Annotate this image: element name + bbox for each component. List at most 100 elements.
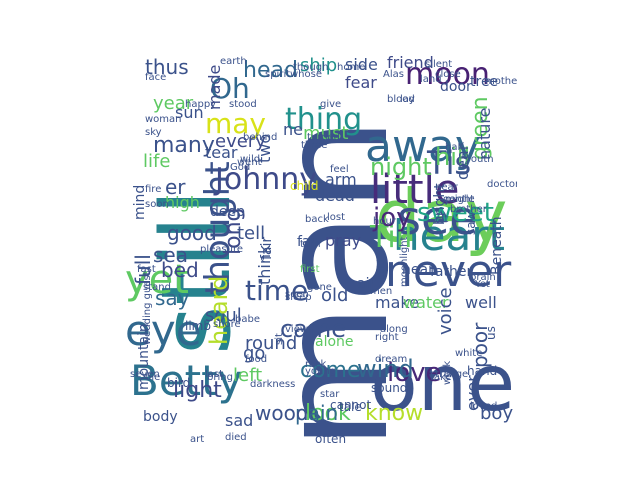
cloud-word: Alas (383, 69, 404, 80)
cloud-word: alone (315, 334, 354, 350)
cloud-word: men (370, 286, 393, 297)
cloud-word: doctor (487, 179, 517, 190)
cloud-word: woman (145, 114, 182, 125)
cloud-word: thing (285, 102, 363, 137)
cloud-word: cold (376, 259, 387, 280)
cloud-word: sad (225, 411, 254, 430)
cloud-word: hand (467, 364, 498, 378)
cloud-word: spirit (265, 69, 291, 80)
cloud-word: stand (143, 282, 171, 293)
cloud-word: say (155, 286, 190, 310)
cloud-word: must (303, 123, 349, 144)
cloud-word: feel (330, 164, 349, 175)
cloud-word: earth (220, 56, 247, 67)
cloud-word: bird (167, 376, 191, 390)
cloud-word: face (145, 72, 167, 83)
cloud-word: seven (130, 369, 160, 380)
cloud-word: lay (400, 94, 415, 105)
cloud-word: pray (325, 231, 362, 250)
cloud-word: though (293, 62, 329, 73)
cloud-word: die (145, 372, 161, 383)
cloud-word: night (370, 153, 432, 181)
cloud-word: food (245, 354, 268, 365)
cloud-word: sound (371, 381, 408, 395)
cloud-word: father (430, 264, 473, 280)
cloud-word: often (315, 432, 347, 446)
cloud-word: know (365, 401, 424, 426)
cloud-word: us (484, 326, 498, 340)
cloud-word: joy (373, 203, 412, 233)
cloud-word: rock (305, 359, 327, 370)
cloud-word: darkness (250, 379, 296, 390)
cloud-word: year (153, 93, 194, 114)
cloud-word: God (230, 162, 251, 173)
cloud-word: dream (375, 354, 408, 365)
cloud-word: boy (480, 403, 514, 424)
cloud-word: happy (185, 99, 217, 110)
cloud-word: dead (315, 186, 355, 205)
cloud-word: moon (405, 57, 490, 92)
cloud-word: fear (345, 73, 377, 92)
cloud-word: give (320, 99, 342, 110)
cloud-word: high (165, 193, 200, 212)
cloud-word: young (305, 366, 337, 377)
cloud-word: round (245, 333, 298, 354)
cloud-word: side (345, 55, 378, 74)
cloud-word: air (357, 276, 376, 292)
cloud-word: tear (205, 143, 238, 162)
cloud-word: mother (485, 76, 517, 87)
cloud-word: fire (145, 184, 162, 195)
cloud-word: oft (435, 214, 449, 225)
cloud-word: door (440, 79, 472, 95)
cloud-word: day (375, 174, 508, 258)
cloud-word: silent (425, 59, 453, 70)
cloud-word: gentle (443, 194, 475, 205)
cloud-word: wind (357, 355, 414, 383)
cloud-word: Yet (475, 279, 490, 290)
cloud-word: star (320, 389, 340, 400)
cloud-word: art (190, 434, 205, 445)
cloud-word: water (403, 293, 449, 312)
cloud-word: tree (470, 74, 499, 90)
cloud-word: away (365, 121, 481, 172)
cloud-word: close (435, 69, 461, 80)
cloud-word: came (280, 315, 347, 343)
cloud-word: ne (283, 120, 303, 139)
cloud-word: heart (393, 211, 505, 260)
cloud-word: along (380, 324, 408, 335)
cloud-word: shore (213, 319, 241, 330)
cloud-word: Johnny (215, 162, 317, 197)
cloud-word: well (465, 293, 497, 312)
cloud-word: eye (125, 306, 202, 355)
cloud-word: behind (243, 132, 278, 143)
cloud-word: thus (145, 55, 189, 79)
cloud-word: gone (307, 282, 332, 293)
cloud-word: child (290, 179, 319, 193)
cloud-word: hill (435, 143, 471, 171)
cloud-word: head (243, 58, 298, 83)
cloud-word: deep (210, 204, 245, 220)
cloud-word: pleasure (200, 244, 243, 255)
cloud-word: turn (300, 239, 321, 250)
cloud-word: fair (259, 236, 275, 260)
cloud-word: lost (327, 212, 346, 223)
cloud-word: bed (161, 258, 199, 282)
cloud-word: back (305, 214, 329, 225)
cloud-word: tell (237, 223, 266, 244)
cloud-word: come (300, 358, 361, 383)
cloud-word: fast (137, 264, 156, 275)
cloud-word: home (337, 62, 366, 73)
cloud-word: arm (325, 170, 357, 189)
cloud-word: half (445, 142, 464, 153)
cloud-word: wild (240, 154, 261, 165)
cloud-word: see (397, 191, 478, 245)
cloud-word: love (387, 358, 442, 388)
cloud-word: brother (450, 204, 487, 215)
cloud-word: three (301, 140, 328, 151)
cloud-word: take (430, 372, 452, 383)
cloud-word: voice (435, 287, 456, 335)
cloud-word: Betty (130, 356, 243, 405)
cloud-word: one (370, 339, 516, 429)
cloud-word: limb (185, 319, 211, 333)
cloud-word: sea (153, 243, 188, 267)
